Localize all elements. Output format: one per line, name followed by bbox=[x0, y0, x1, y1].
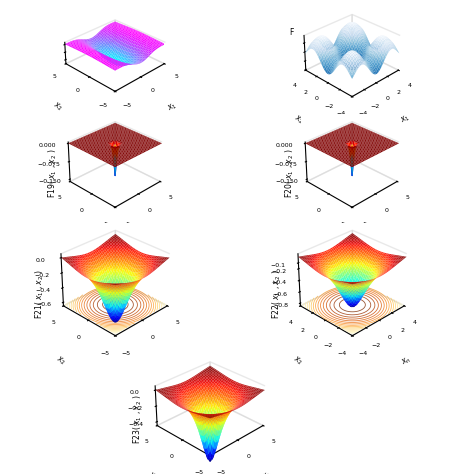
Text: F: F bbox=[289, 27, 293, 36]
Y-axis label: $x_2$: $x_2$ bbox=[146, 470, 160, 474]
Y-axis label: $x_2$: $x_2$ bbox=[292, 354, 305, 367]
X-axis label: $x_n$: $x_n$ bbox=[397, 226, 411, 239]
Text: F22( $x_1$ , $x_2$ ): F22( $x_1$ , $x_2$ ) bbox=[270, 269, 283, 319]
X-axis label: $x_1$: $x_1$ bbox=[166, 100, 180, 114]
X-axis label: $x_n$: $x_n$ bbox=[160, 226, 174, 239]
Text: F20( $x_1$ , $x_2$ ): F20( $x_1$ , $x_2$ ) bbox=[283, 148, 296, 199]
Y-axis label: $x_2$: $x_2$ bbox=[56, 226, 70, 239]
Text: F21( $x_1$ , $x_2$ ): F21( $x_1$ , $x_2$ ) bbox=[33, 269, 46, 319]
X-axis label: $x_1$: $x_1$ bbox=[399, 112, 412, 127]
Text: F19( $x_1$ , $x_2$ ): F19( $x_1$ , $x_2$ ) bbox=[46, 148, 59, 199]
X-axis label: $x_n$: $x_n$ bbox=[400, 354, 413, 368]
Y-axis label: $x_2$: $x_2$ bbox=[293, 226, 307, 239]
X-axis label: $x_1$: $x_1$ bbox=[260, 470, 274, 474]
X-axis label: $x_1$: $x_1$ bbox=[163, 354, 176, 367]
Y-axis label: $x_2$: $x_2$ bbox=[292, 112, 305, 127]
Y-axis label: $x_2$: $x_2$ bbox=[51, 100, 64, 114]
Text: F23( $x_1$ , $x_2$ ): F23( $x_1$ , $x_2$ ) bbox=[131, 394, 144, 444]
Y-axis label: $x_2$: $x_2$ bbox=[55, 354, 68, 367]
